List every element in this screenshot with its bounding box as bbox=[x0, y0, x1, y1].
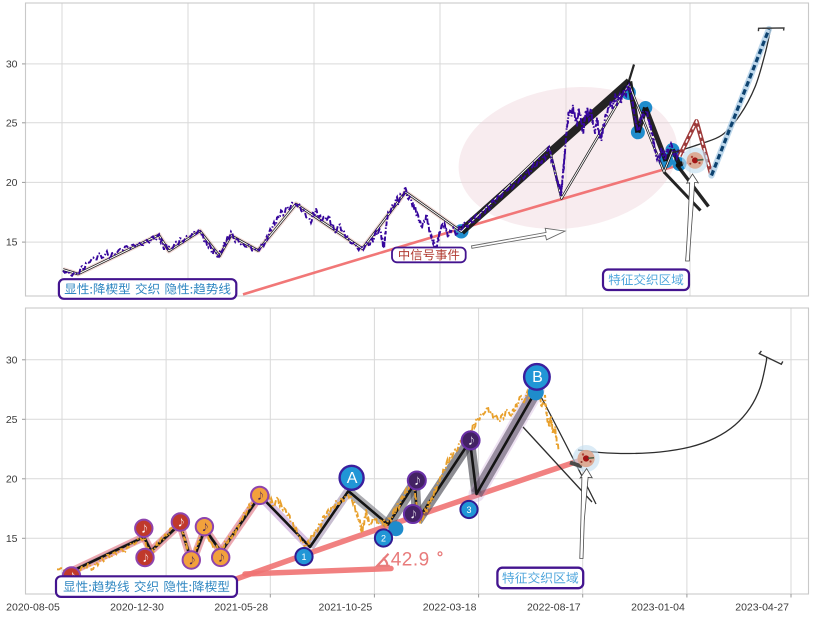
svg-text:15: 15 bbox=[6, 237, 18, 249]
svg-text:20: 20 bbox=[6, 473, 18, 485]
svg-text:2: 2 bbox=[381, 533, 386, 543]
svg-text:2023-04-27: 2023-04-27 bbox=[735, 602, 789, 614]
svg-text:42.9: 42.9 bbox=[391, 550, 430, 571]
svg-text:20: 20 bbox=[6, 177, 18, 189]
svg-text:3: 3 bbox=[466, 505, 471, 515]
svg-text:2022-08-17: 2022-08-17 bbox=[527, 602, 581, 614]
svg-text:2021-10-25: 2021-10-25 bbox=[319, 602, 373, 614]
svg-text:25: 25 bbox=[6, 117, 18, 129]
svg-text:30: 30 bbox=[6, 354, 18, 366]
svg-text:15: 15 bbox=[6, 533, 18, 545]
svg-text:2022-03-18: 2022-03-18 bbox=[423, 602, 477, 614]
svg-text:25: 25 bbox=[6, 414, 18, 426]
svg-text:2021-05-28: 2021-05-28 bbox=[214, 602, 268, 614]
svg-text:2020-12-30: 2020-12-30 bbox=[110, 602, 164, 614]
svg-text:30: 30 bbox=[6, 59, 18, 71]
svg-text:B: B bbox=[532, 369, 543, 386]
svg-text:2020-08-05: 2020-08-05 bbox=[6, 602, 60, 614]
svg-text:A: A bbox=[347, 470, 358, 487]
svg-text:1: 1 bbox=[301, 552, 306, 562]
svg-text:2023-01-04: 2023-01-04 bbox=[631, 602, 685, 614]
